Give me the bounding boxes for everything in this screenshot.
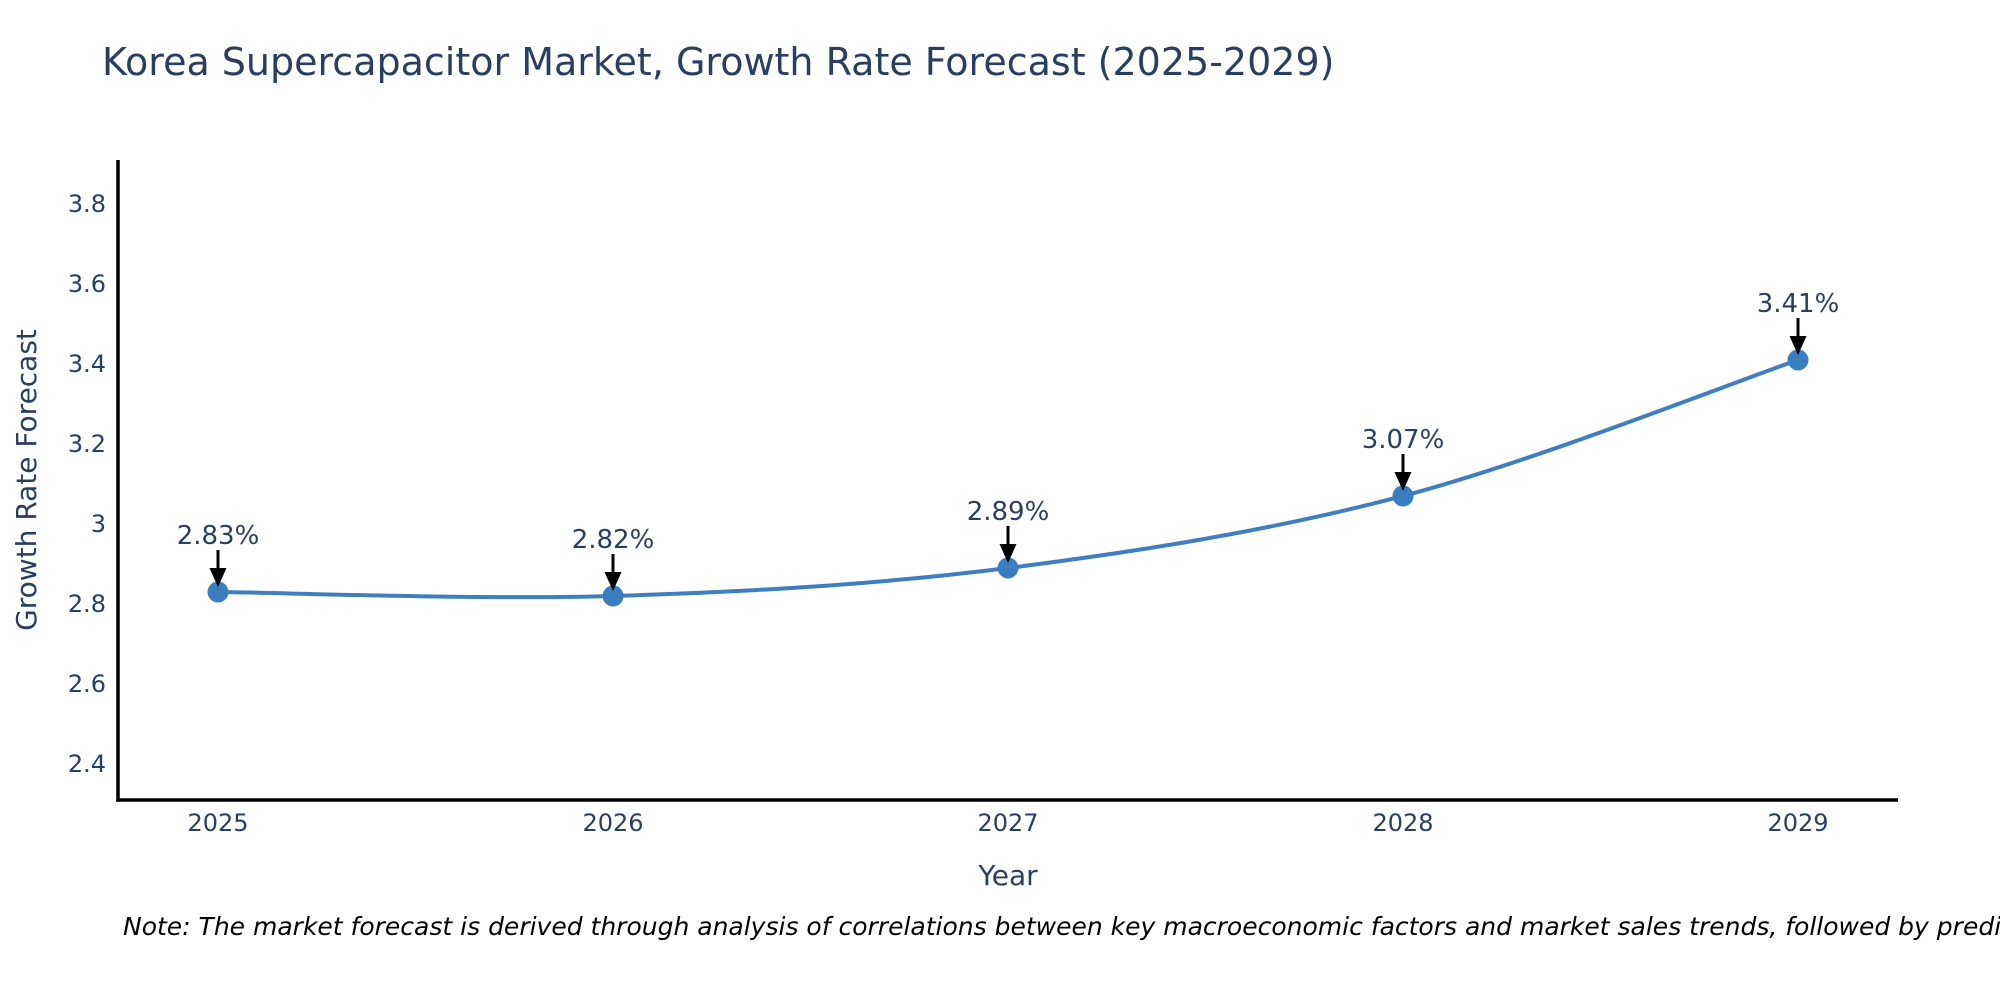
footnote: Note: The market forecast is derived thr… [123,912,2000,941]
x-tick-label: 2029 [1767,809,1828,837]
annotation-arrowhead [999,544,1017,563]
x-tick-label: 2025 [187,809,248,837]
annotation-arrowhead [1394,472,1412,491]
y-tick-label: 3 [91,510,106,538]
y-tick-label: 2.8 [68,590,106,618]
y-tick-label: 2.4 [68,750,106,778]
annotation-arrowhead [1789,336,1807,355]
data-point-marker [1787,349,1809,371]
point-label: 2.83% [177,521,260,551]
y-tick-label: 3.2 [68,430,106,458]
data-point-marker [207,581,229,603]
annotation-arrowhead [209,568,227,587]
point-label: 3.07% [1362,425,1445,455]
data-point-marker [997,557,1019,579]
x-tick-label: 2028 [1372,809,1433,837]
y-tick-label: 3.6 [68,270,106,298]
data-point-marker [1392,485,1414,507]
point-label: 2.89% [967,497,1050,527]
point-label: 3.41% [1757,289,1840,319]
point-label: 2.82% [572,525,655,555]
y-tick-label: 3.8 [68,190,106,218]
x-axis-title: Year [977,859,1038,892]
annotation-arrowhead [604,572,622,591]
y-axis-title: Growth Rate Forecast [10,329,43,631]
data-point-marker [602,585,624,607]
chart-title: Korea Supercapacitor Market, Growth Rate… [102,40,1335,84]
y-tick-label: 2.6 [68,670,106,698]
y-tick-label: 3.4 [68,350,106,378]
x-tick-label: 2026 [582,809,643,837]
x-tick-label: 2027 [977,809,1038,837]
